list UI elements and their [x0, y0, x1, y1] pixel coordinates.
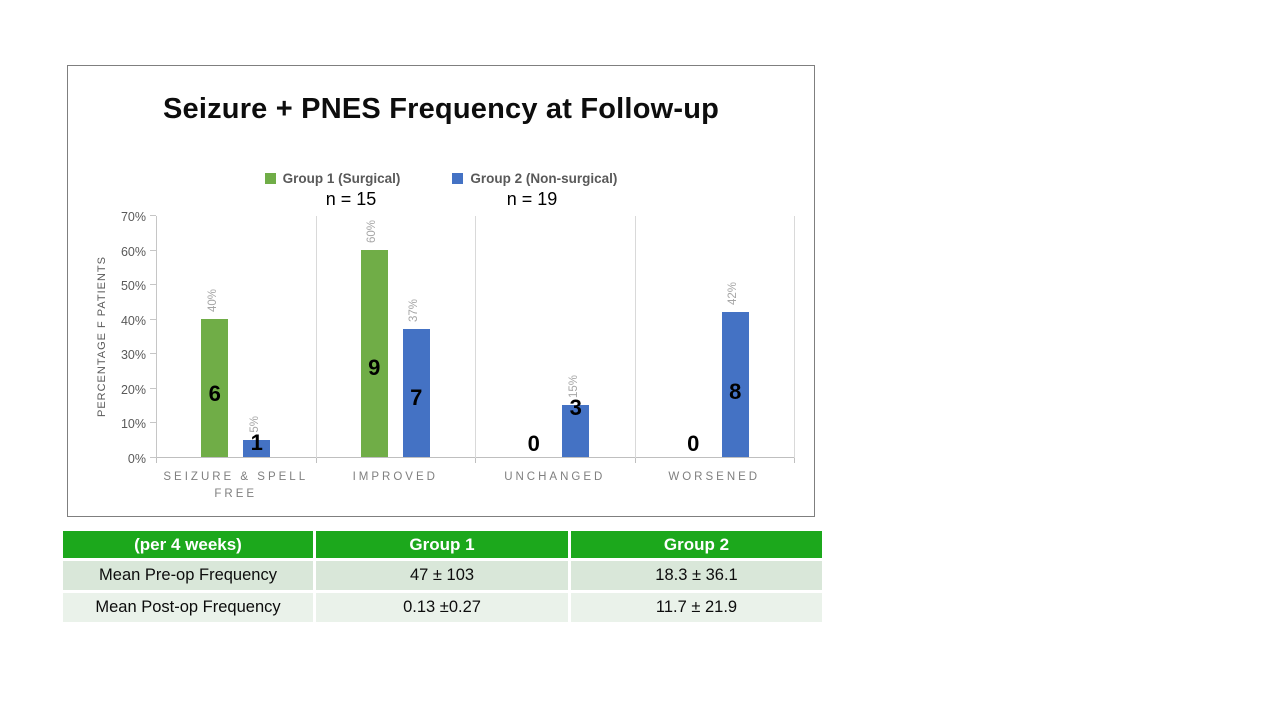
y-axis-tick: [150, 318, 156, 320]
table-cell: 47 ± 103: [316, 561, 568, 590]
y-axis-tick: [150, 457, 156, 458]
legend-item-group2: Group 2 (Non-surgical): [452, 171, 617, 186]
table-header-group1: Group 1: [316, 531, 568, 558]
bar-group1-1: [201, 318, 229, 457]
legend-swatch-icon: [452, 173, 464, 184]
bar-percent-label: 60%: [366, 219, 379, 243]
y-tick-label: 60%: [120, 244, 146, 259]
y-axis-tick: [150, 422, 156, 424]
x-axis-tick: [156, 458, 157, 463]
y-axis-tick: [150, 215, 156, 216]
bar-count-label: 0: [527, 431, 540, 456]
x-category-label: IMPROVED: [352, 471, 438, 483]
y-axis-tick: [150, 284, 156, 286]
chart-title: Seizure + PNES Frequency at Follow-up: [162, 93, 720, 125]
y-axis-tick: [150, 353, 156, 355]
legend-label: Group 1 (Surgical): [282, 171, 401, 186]
table-cell: 0.13 ±0.27: [316, 593, 568, 622]
x-axis-tick: [475, 458, 476, 463]
chart-legend: Group 1 (Surgical) Group 2 (Non-surgical): [68, 171, 814, 186]
legend-item-group1: Group 1 (Surgical): [264, 171, 401, 186]
table-cell: 11.7 ± 21.9: [571, 593, 822, 622]
x-axis-tick: [316, 458, 317, 463]
bar-count-label: 7: [410, 385, 423, 410]
table-row-label: Mean Pre-op Frequency: [63, 561, 313, 590]
bar-percent-label: 42%: [727, 281, 740, 305]
category-separator-line: [475, 216, 476, 458]
y-tick-label: 40%: [120, 313, 146, 328]
frequency-table: (per 4 weeks) Group 1 Group 2 Mean Pre-op F…: [63, 531, 822, 622]
group2-n-label: n = 19: [506, 189, 558, 209]
table-row-label: Mean Post-op Frequency: [63, 593, 313, 622]
x-category-label: WORSENED: [668, 471, 761, 483]
category-separator-line: [794, 216, 795, 458]
bar-group1-2: [360, 249, 388, 457]
chart-panel: Seizure + PNES Frequency at Follow-up Gr…: [67, 65, 815, 517]
bar-count-label: 6: [208, 381, 221, 406]
bar-group2-1: [243, 439, 271, 457]
bar-group2-3: [562, 405, 590, 457]
bar-percent-label: 40%: [206, 288, 219, 312]
y-axis-tick: [150, 249, 156, 251]
category-separator-line: [316, 216, 317, 458]
table-header-group2: Group 2: [571, 531, 822, 558]
y-axis-line: [156, 216, 157, 458]
y-tick-label: 20%: [120, 382, 146, 397]
legend-label: Group 2 (Non-surgical): [470, 171, 618, 186]
y-tick-label: 30%: [120, 348, 146, 363]
bar-count-label: 0: [687, 431, 700, 456]
y-tick-label: 50%: [120, 279, 146, 294]
bar-percent-label: 37%: [408, 299, 421, 323]
bar-count-label: 1: [250, 429, 263, 455]
table-cell: 18.3 ± 36.1: [571, 561, 822, 590]
bar-group2-2: [402, 329, 430, 457]
x-category-label: SEIZURE & SPELL FREE: [163, 471, 309, 501]
group1-n-label: n = 15: [325, 189, 377, 209]
x-axis-tick: [794, 458, 795, 463]
plot-area: PERCENTAGE F PATIENTS 0% 10% 20% 30% 40% 50% 6…: [96, 210, 795, 500]
y-tick-label: 0%: [127, 452, 146, 466]
x-axis-tick: [635, 458, 636, 463]
bar-group2-4: [721, 311, 749, 457]
table-header-label: (per 4 weeks): [63, 531, 313, 558]
x-category-label: UNCHANGED: [504, 471, 606, 483]
bar-count-label: 9: [368, 355, 381, 380]
y-axis-tick: [150, 387, 156, 389]
y-tick-label: 10%: [120, 417, 146, 432]
bar-count-label: 8: [729, 379, 742, 404]
bar-count-label: 3: [569, 395, 582, 421]
category-separator-line: [635, 216, 636, 458]
legend-swatch-icon: [264, 173, 276, 184]
y-tick-label: 70%: [120, 210, 146, 224]
